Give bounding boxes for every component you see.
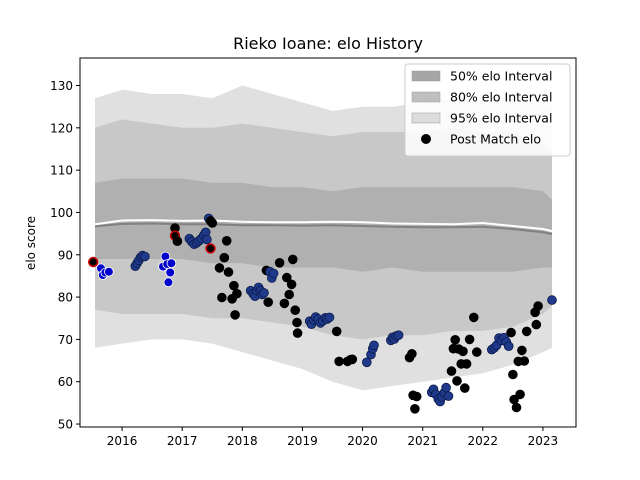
y-tick-label: 120 — [50, 121, 73, 135]
data-point — [284, 289, 295, 300]
x-tick-label: 2017 — [167, 434, 198, 448]
series-post-match-elo — [87, 213, 557, 414]
x-tick-label: 2018 — [227, 434, 258, 448]
data-point — [217, 292, 227, 303]
y-axis-label: elo score — [24, 216, 38, 270]
data-point — [407, 348, 417, 359]
data-point — [290, 305, 301, 316]
data-point — [458, 346, 468, 357]
data-point — [347, 354, 358, 365]
data-point — [223, 267, 234, 277]
legend-label-80-elo-interval: 80% elo Interval — [450, 90, 552, 105]
data-point — [230, 310, 240, 320]
data-point — [202, 234, 212, 245]
data-point — [331, 326, 342, 337]
data-point — [531, 319, 542, 330]
legend-box — [404, 63, 571, 157]
data-point — [87, 256, 99, 268]
data-point — [450, 334, 461, 345]
legend-swatch-95-elo-interval — [411, 112, 441, 124]
data-point — [232, 288, 242, 299]
x-tick-label: 2019 — [287, 434, 318, 448]
x-axis: 2016 2017 2018 2019 2020 2021 2022 2023 — [107, 427, 558, 448]
y-tick-label: 60 — [58, 375, 73, 389]
x-tick-label: 2021 — [407, 434, 438, 448]
legend-label-50-elo-interval: 50% elo Interval — [450, 69, 552, 84]
legend-label-post-match-elo: Post Match elo — [450, 132, 541, 147]
data-point — [229, 280, 239, 291]
y-tick-label: 100 — [50, 206, 73, 220]
x-tick-label: 2022 — [468, 434, 499, 448]
data-point — [334, 356, 344, 367]
legend-label-95-elo-interval: 95% elo Interval — [450, 111, 552, 126]
data-point — [506, 327, 516, 338]
legend-marker-post-match-elo — [421, 134, 431, 144]
legend-swatch-50-elo-interval — [411, 70, 441, 82]
data-point — [166, 258, 177, 269]
data-point — [443, 391, 454, 401]
data-point — [205, 243, 216, 254]
x-tick-label: 2023 — [528, 434, 559, 448]
data-point — [461, 359, 472, 369]
data-point — [292, 317, 302, 328]
data-point — [459, 383, 470, 393]
data-point — [410, 403, 420, 414]
data-point — [287, 254, 298, 265]
y-tick-label: 70 — [58, 333, 73, 347]
data-point — [468, 312, 479, 323]
data-point — [172, 236, 183, 247]
chart-title: Rieko Ioane: elo History — [233, 34, 423, 53]
legend-swatch-80-elo-interval — [411, 91, 441, 103]
data-point — [140, 251, 150, 262]
data-point — [471, 347, 482, 357]
data-point — [281, 272, 292, 283]
data-point — [324, 312, 335, 323]
data-point — [221, 236, 232, 246]
data-point — [393, 330, 404, 341]
y-tick-label: 80 — [58, 291, 73, 305]
data-point — [441, 382, 451, 393]
data-point — [259, 288, 269, 298]
plot-area — [87, 85, 557, 414]
data-point — [517, 345, 527, 356]
x-tick-label: 2016 — [107, 434, 138, 448]
data-point — [263, 297, 274, 308]
data-point — [511, 402, 522, 413]
plot-frame — [79, 57, 577, 428]
data-point — [508, 369, 518, 380]
data-point — [411, 391, 422, 402]
data-point — [292, 328, 303, 338]
median-elo-line — [94, 222, 553, 235]
legend: 50% elo Interval 80% elo Interval 95% elo … — [404, 63, 571, 157]
data-point — [279, 298, 290, 309]
y-tick-label: 110 — [50, 164, 73, 178]
data-point — [452, 376, 462, 386]
data-point — [369, 340, 379, 351]
data-point — [214, 263, 225, 273]
y-tick-label: 130 — [50, 79, 73, 93]
data-point — [361, 357, 372, 368]
y-tick-label: 50 — [58, 418, 73, 432]
data-point — [104, 266, 114, 277]
data-point — [521, 326, 532, 337]
data-point — [503, 341, 514, 352]
data-point — [533, 301, 543, 311]
data-point — [274, 257, 285, 268]
data-point — [207, 218, 218, 228]
data-point — [219, 252, 230, 263]
data-point — [286, 279, 297, 290]
data-point — [464, 334, 475, 345]
data-point — [515, 389, 525, 400]
data-point — [519, 356, 530, 366]
y-axis: 50 60 70 80 90 100 110 120 130 — [50, 79, 80, 432]
y-tick-label: 90 — [58, 248, 73, 262]
data-point — [165, 267, 176, 278]
x-tick-label: 2020 — [347, 434, 378, 448]
mean-elo-line — [94, 219, 553, 233]
data-point — [268, 268, 279, 279]
data-point — [547, 295, 557, 305]
data-point — [163, 277, 174, 288]
data-point — [446, 366, 457, 376]
